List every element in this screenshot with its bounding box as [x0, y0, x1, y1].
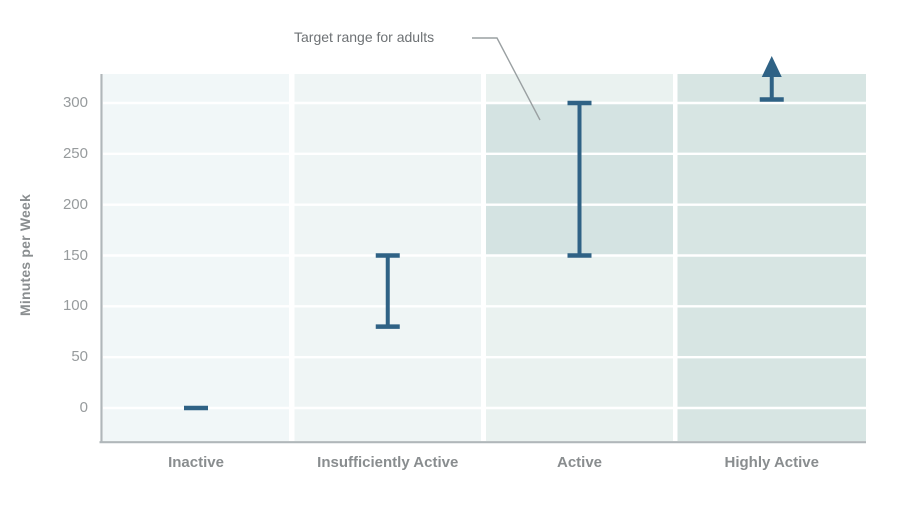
y-tick-label-0: 0 [79, 399, 88, 416]
x-category-label-insufficiently-active: Insufficiently Active [317, 454, 459, 471]
annotation-leader-line [472, 37, 541, 121]
column-band-highly-active [677, 74, 866, 441]
x-category-label-highly-active: Highly Active [724, 454, 819, 471]
y-tick-label-150: 150 [62, 246, 88, 264]
y-tick-label-300: 300 [62, 94, 88, 111]
x-category-label-active: Active [556, 454, 603, 471]
y-tick-label-100: 100 [62, 297, 88, 315]
column-band-inactive [103, 74, 289, 441]
y-tick-label-200: 200 [62, 195, 88, 213]
y-tick-label-50: 50 [71, 348, 88, 366]
annotation-target-range-label: Target range for adults [294, 29, 435, 45]
range-bar-highly-active-arrowhead [761, 56, 782, 77]
x-category-label-inactive: Inactive [168, 454, 224, 471]
y-tick-label-250: 250 [62, 144, 88, 162]
